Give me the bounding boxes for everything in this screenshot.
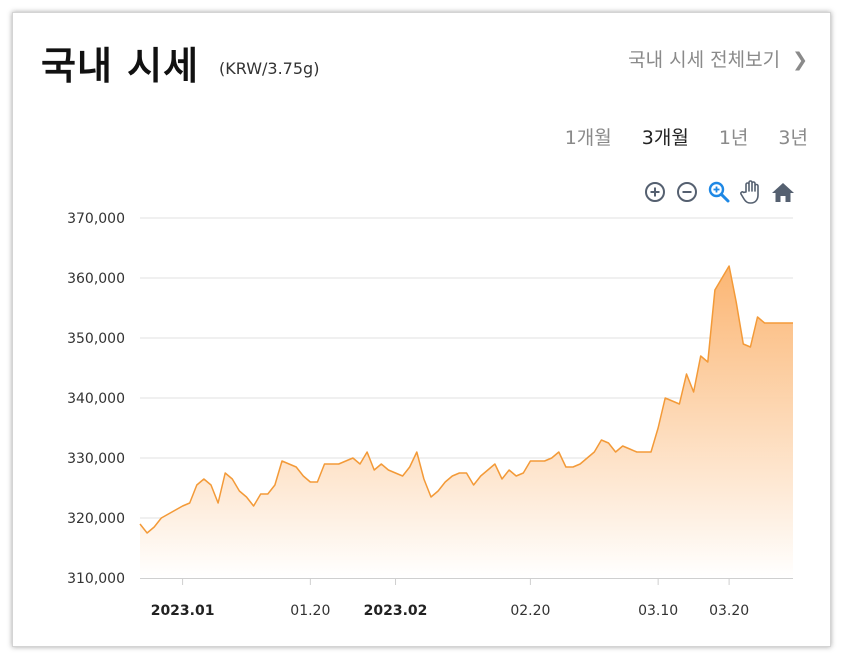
tab-1-year[interactable]: 1년 [718, 127, 749, 149]
y-tick-label: 330,000 [67, 451, 125, 467]
selection-zoom-icon[interactable] [706, 179, 732, 205]
price-series-line [139, 265, 793, 534]
x-tick-label: 03.10 [638, 603, 678, 619]
page-title: 국내 시세 [41, 44, 200, 88]
zoom-in-icon[interactable] [642, 179, 668, 205]
x-tick-label: 02.20 [510, 603, 550, 619]
x-tick-label: 01.20 [290, 603, 330, 619]
chart-toolbar [642, 179, 796, 205]
period-tabs: 1개월 3개월 1년 3년 [565, 123, 808, 150]
x-tick-label: 2023.02 [364, 603, 428, 619]
y-tick-label: 310,000 [67, 571, 125, 587]
y-tick-label: 360,000 [67, 271, 125, 287]
y-tick-label: 350,000 [67, 331, 125, 347]
x-tick-label: 2023.01 [151, 603, 215, 619]
x-tick-label: 03.20 [709, 603, 749, 619]
unit-label: (KRW/3.75g) [219, 59, 320, 78]
view-all-label: 국내 시세 전체보기 [628, 49, 781, 71]
tab-3-months[interactable]: 3개월 [641, 127, 689, 149]
y-tick-label: 340,000 [67, 391, 125, 407]
y-tick-label: 320,000 [67, 511, 125, 527]
pan-hand-icon[interactable] [738, 179, 764, 205]
chevron-right-icon: ❯ [792, 49, 808, 71]
price-area-fill [140, 266, 793, 578]
zoom-out-icon[interactable] [674, 179, 700, 205]
y-tick-label: 370,000 [67, 211, 125, 227]
tab-1-month[interactable]: 1개월 [564, 127, 612, 149]
view-all-link[interactable]: 국내 시세 전체보기 ❯ [628, 45, 808, 72]
tab-3-years[interactable]: 3년 [778, 127, 808, 149]
home-reset-icon[interactable] [770, 179, 796, 205]
